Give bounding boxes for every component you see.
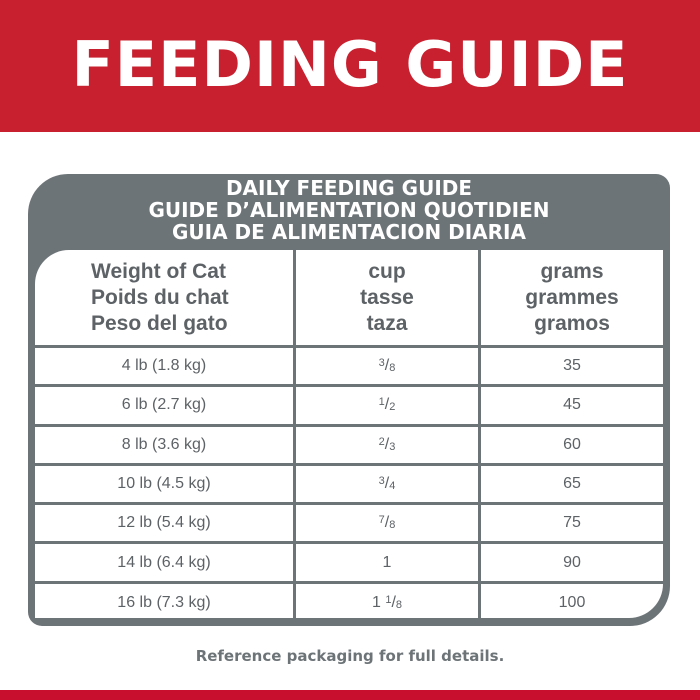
header-text: gramos	[534, 311, 610, 335]
grams-cell: 100	[558, 594, 586, 612]
header-text: Poids du chat	[91, 285, 229, 309]
heading-fr: GUIDE D’ALIMENTATION QUOTIDIEN	[148, 198, 550, 222]
header-text: Weight of Cat	[91, 259, 226, 283]
header-text: taza	[366, 311, 408, 335]
cup-cell: 1 1/8	[296, 583, 481, 618]
header-text: grammes	[525, 285, 619, 309]
grams-cell: 60	[563, 435, 581, 453]
table-row: 6 lb (2.7 kg) 1/2 45	[35, 387, 663, 427]
page-title: FEEDING GUIDE	[71, 28, 629, 101]
weight-cell: 10 lb (4.5 kg)	[35, 465, 296, 503]
header-text: cup	[368, 259, 406, 283]
cup-cell: 2/3	[296, 426, 481, 463]
column-header-weight: Weight of Cat Poids du chat Peso del gat…	[35, 250, 296, 345]
grams-cell: 35	[563, 357, 581, 375]
header-text: tasse	[360, 285, 414, 309]
column-header-cup: cup tasse taza	[296, 250, 481, 345]
weight-cell: 12 lb (5.4 kg)	[35, 505, 296, 542]
table-heading: DAILY FEEDING GUIDE GUIDE D’ALIMENTATION…	[28, 177, 670, 243]
table-row: 12 lb (5.4 kg) 7/8 75	[35, 505, 663, 545]
weight-cell: 8 lb (3.6 kg)	[35, 426, 296, 463]
table-row: 14 lb (6.4 kg) 1 90	[35, 544, 663, 584]
header-text: grams	[540, 259, 604, 283]
header-band	[0, 0, 700, 132]
cup-cell: 1	[296, 544, 481, 581]
cup-cell: 7/8	[296, 505, 481, 542]
table-row: 8 lb (3.6 kg) 2/3 60	[35, 426, 663, 466]
heading-es: GUIA DE ALIMENTACION DIARIA	[172, 220, 526, 244]
cup-cell: 3/4	[296, 465, 481, 503]
grams-cell: 45	[563, 396, 581, 414]
table-row: 10 lb (4.5 kg) 3/4 65	[35, 465, 663, 506]
cup-cell: 3/8	[296, 348, 481, 385]
feeding-guide-table-frame: DAILY FEEDING GUIDE GUIDE D’ALIMENTATION…	[28, 174, 670, 626]
weight-cell: 16 lb (7.3 kg)	[35, 583, 296, 618]
grams-cell: 90	[563, 553, 581, 571]
column-header-grams: grams grammes gramos	[481, 250, 663, 345]
table-row: 4 lb (1.8 kg) 3/8 35	[35, 348, 663, 388]
header-text: Peso del gato	[91, 311, 228, 335]
cup-cell: 1/2	[296, 387, 481, 424]
footer-band	[0, 690, 700, 700]
weight-cell: 14 lb (6.4 kg)	[35, 544, 296, 581]
weight-cell: 4 lb (1.8 kg)	[35, 348, 296, 385]
grams-cell: 65	[563, 475, 581, 493]
reference-note: Reference packaging for full details.	[195, 647, 505, 665]
grams-cell: 75	[563, 514, 581, 532]
table-row: 16 lb (7.3 kg) 1 1/8 100	[35, 583, 663, 618]
heading-en: DAILY FEEDING GUIDE	[225, 176, 473, 200]
weight-cell: 6 lb (2.7 kg)	[35, 387, 296, 424]
table-header-row: Weight of Cat Poids du chat Peso del gat…	[35, 250, 663, 348]
feeding-table: Weight of Cat Poids du chat Peso del gat…	[35, 250, 663, 618]
